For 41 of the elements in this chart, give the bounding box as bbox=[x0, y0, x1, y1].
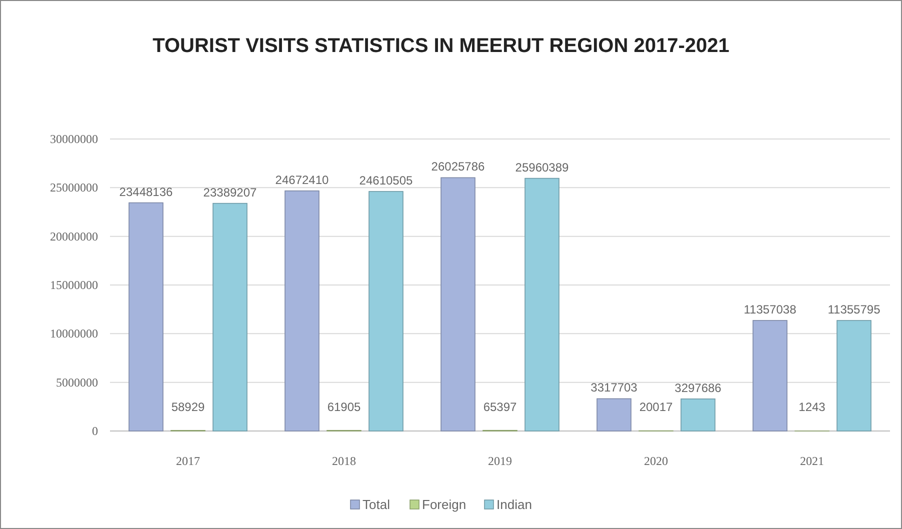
data-label: 61905 bbox=[327, 400, 362, 414]
x-tick-label: 2018 bbox=[332, 454, 356, 468]
x-tick-label: 2019 bbox=[488, 454, 512, 468]
bar bbox=[752, 320, 788, 432]
bar bbox=[440, 177, 476, 432]
data-label: 11357038 bbox=[744, 302, 797, 316]
y-tick-label: 5000000 bbox=[56, 375, 98, 390]
data-label: 26025786 bbox=[431, 160, 486, 174]
legend-label: Total bbox=[362, 497, 390, 512]
bar bbox=[368, 191, 404, 432]
legend-label: Foreign bbox=[422, 497, 466, 512]
data-label: 25960389 bbox=[515, 160, 570, 174]
data-label: 24672410 bbox=[275, 172, 330, 187]
y-tick-label: 25000000 bbox=[50, 180, 98, 195]
data-label: 58929 bbox=[171, 400, 206, 414]
x-tick-label: 2020 bbox=[644, 454, 668, 468]
bar bbox=[128, 202, 164, 432]
bar bbox=[284, 190, 320, 432]
chart-title: TOURIST VISITS STATISTICS IN MEERUT REGION 2017-2021 bbox=[152, 35, 730, 57]
data-label: 11355795 bbox=[828, 302, 881, 316]
data-label: 1243 bbox=[798, 400, 826, 414]
y-tick-label: 15000000 bbox=[50, 278, 98, 292]
data-label: 3297686 bbox=[674, 380, 722, 395]
data-label: 20017 bbox=[639, 400, 674, 414]
bar bbox=[596, 398, 632, 432]
bar bbox=[836, 320, 872, 432]
data-label: 24610505 bbox=[359, 173, 414, 188]
bar bbox=[524, 178, 560, 432]
x-tick-label: 2021 bbox=[800, 454, 824, 468]
bar bbox=[680, 398, 716, 432]
bar bbox=[212, 202, 248, 432]
data-label: 65397 bbox=[483, 400, 518, 414]
x-tick-label: 2017 bbox=[176, 454, 200, 468]
data-label: 23389207 bbox=[203, 185, 258, 200]
data-label: 3317703 bbox=[590, 380, 638, 395]
data-label: 23448136 bbox=[119, 184, 174, 199]
y-tick-label: 10000000 bbox=[50, 326, 98, 341]
legend-label: Indian bbox=[496, 497, 532, 512]
y-tick-label: 30000000 bbox=[50, 132, 98, 146]
y-tick-label: 20000000 bbox=[50, 229, 98, 244]
y-tick-label: 0 bbox=[92, 424, 98, 438]
